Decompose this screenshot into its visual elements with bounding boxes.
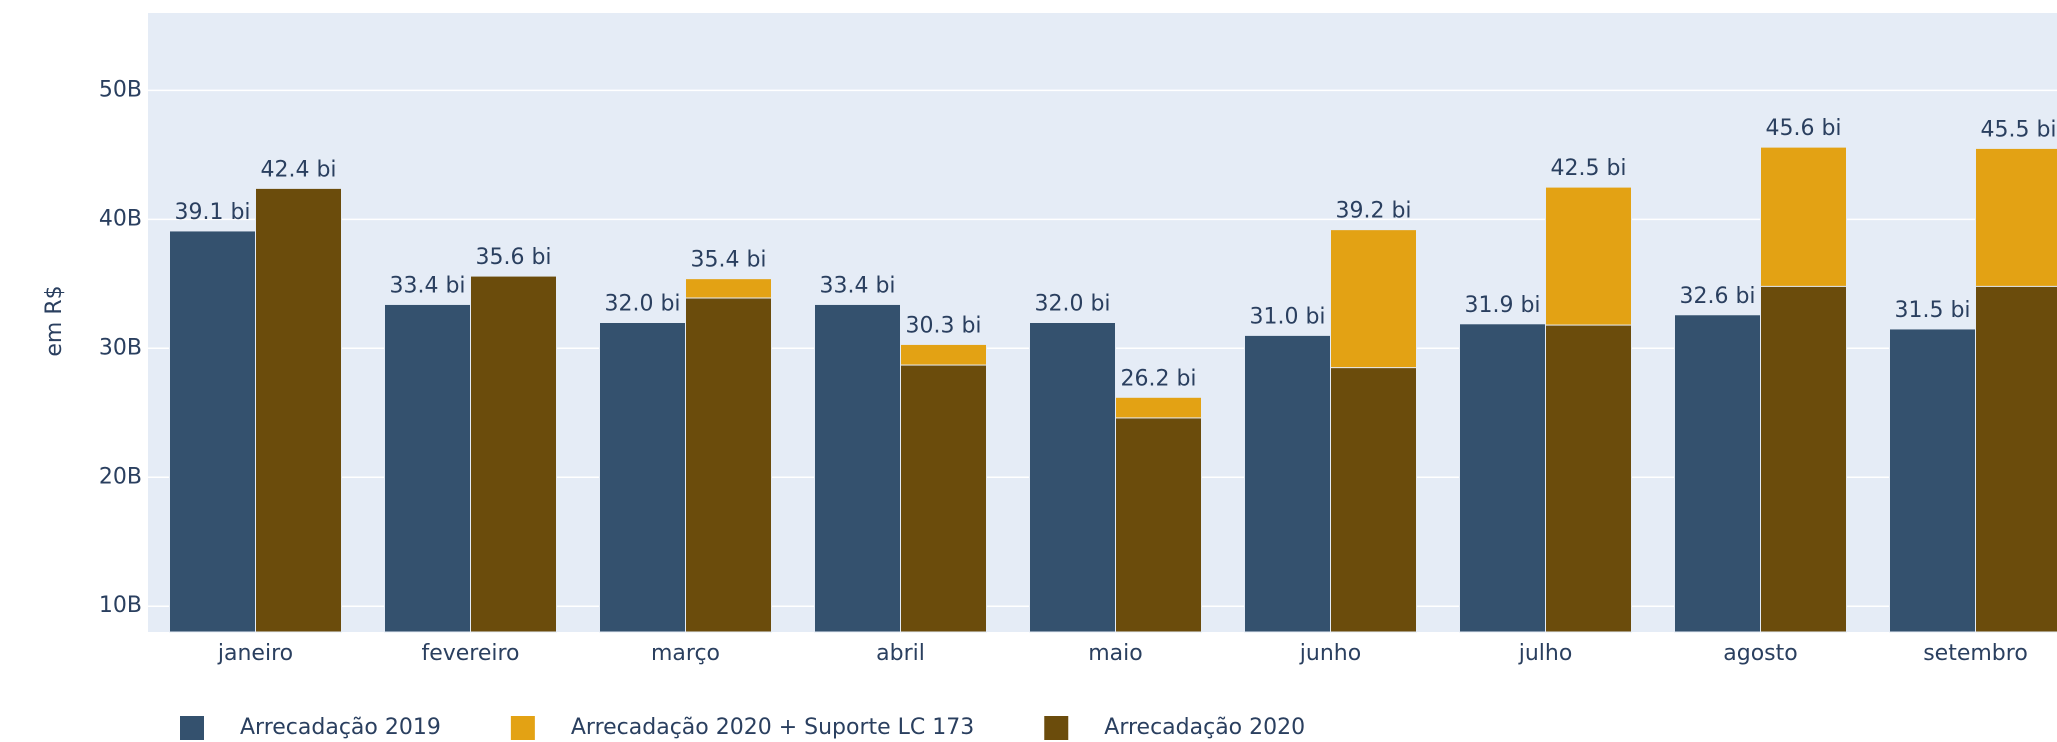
data-label: 35.4 bi xyxy=(690,248,766,273)
bar xyxy=(1459,323,1546,633)
bar xyxy=(900,364,987,633)
y-tick-label: 30B xyxy=(99,335,142,360)
bar xyxy=(814,303,901,633)
data-label: 35.6 bi xyxy=(475,245,551,270)
y-axis-title: em R$ xyxy=(42,285,67,356)
legend-swatch xyxy=(1044,716,1069,740)
data-label: 31.5 bi xyxy=(1894,298,1970,323)
bar xyxy=(1330,367,1417,633)
data-label: 30.3 bi xyxy=(905,313,981,338)
data-label: 26.2 bi xyxy=(1120,366,1196,391)
bar xyxy=(1029,322,1116,633)
bar xyxy=(470,275,557,633)
bar xyxy=(384,303,471,633)
y-tick-label: 10B xyxy=(99,593,142,618)
data-label: 42.5 bi xyxy=(1550,156,1626,181)
data-label: 31.0 bi xyxy=(1249,304,1325,329)
x-tick-label: julho xyxy=(1518,641,1573,666)
data-label: 42.4 bi xyxy=(260,157,336,182)
x-tick-label: janeiro xyxy=(217,641,293,666)
bar xyxy=(1760,285,1847,633)
x-tick-label: setembro xyxy=(1923,641,2028,666)
data-label: 32.0 bi xyxy=(604,292,680,317)
x-tick-label: fevereiro xyxy=(421,641,519,666)
x-tick-label: agosto xyxy=(1723,641,1797,666)
y-tick-label: 20B xyxy=(99,464,142,489)
bar xyxy=(1674,314,1761,633)
bar xyxy=(1889,328,1976,633)
data-label: 31.9 bi xyxy=(1464,293,1540,318)
bar xyxy=(685,297,772,633)
bar xyxy=(599,322,686,633)
x-tick-label: maio xyxy=(1088,641,1142,666)
bar xyxy=(1244,334,1331,633)
legend-label: Arrecadação 2020 xyxy=(1104,715,1305,740)
data-label: 39.2 bi xyxy=(1335,199,1411,224)
data-label: 39.1 bi xyxy=(174,200,250,225)
y-tick-label: 50B xyxy=(99,77,142,102)
x-tick-label: março xyxy=(651,641,720,666)
legend-label: Arrecadação 2019 xyxy=(240,715,441,740)
legend-swatch xyxy=(510,716,535,740)
bar xyxy=(1975,285,2057,633)
bar xyxy=(1115,417,1202,633)
data-label: 45.5 bi xyxy=(1980,117,2056,142)
bar xyxy=(169,230,256,633)
data-label: 32.0 bi xyxy=(1034,292,1110,317)
x-tick-label: abril xyxy=(876,641,925,666)
data-label: 45.6 bi xyxy=(1765,116,1841,141)
data-label: 33.4 bi xyxy=(389,273,465,298)
y-tick-label: 40B xyxy=(99,206,142,231)
legend-label: Arrecadação 2020 + Suporte LC 173 xyxy=(571,715,974,740)
bar xyxy=(1545,324,1632,633)
bar xyxy=(255,187,342,633)
data-label: 33.4 bi xyxy=(819,273,895,298)
data-label: 32.6 bi xyxy=(1679,284,1755,309)
legend-swatch xyxy=(180,716,204,740)
x-tick-label: junho xyxy=(1299,641,1361,666)
